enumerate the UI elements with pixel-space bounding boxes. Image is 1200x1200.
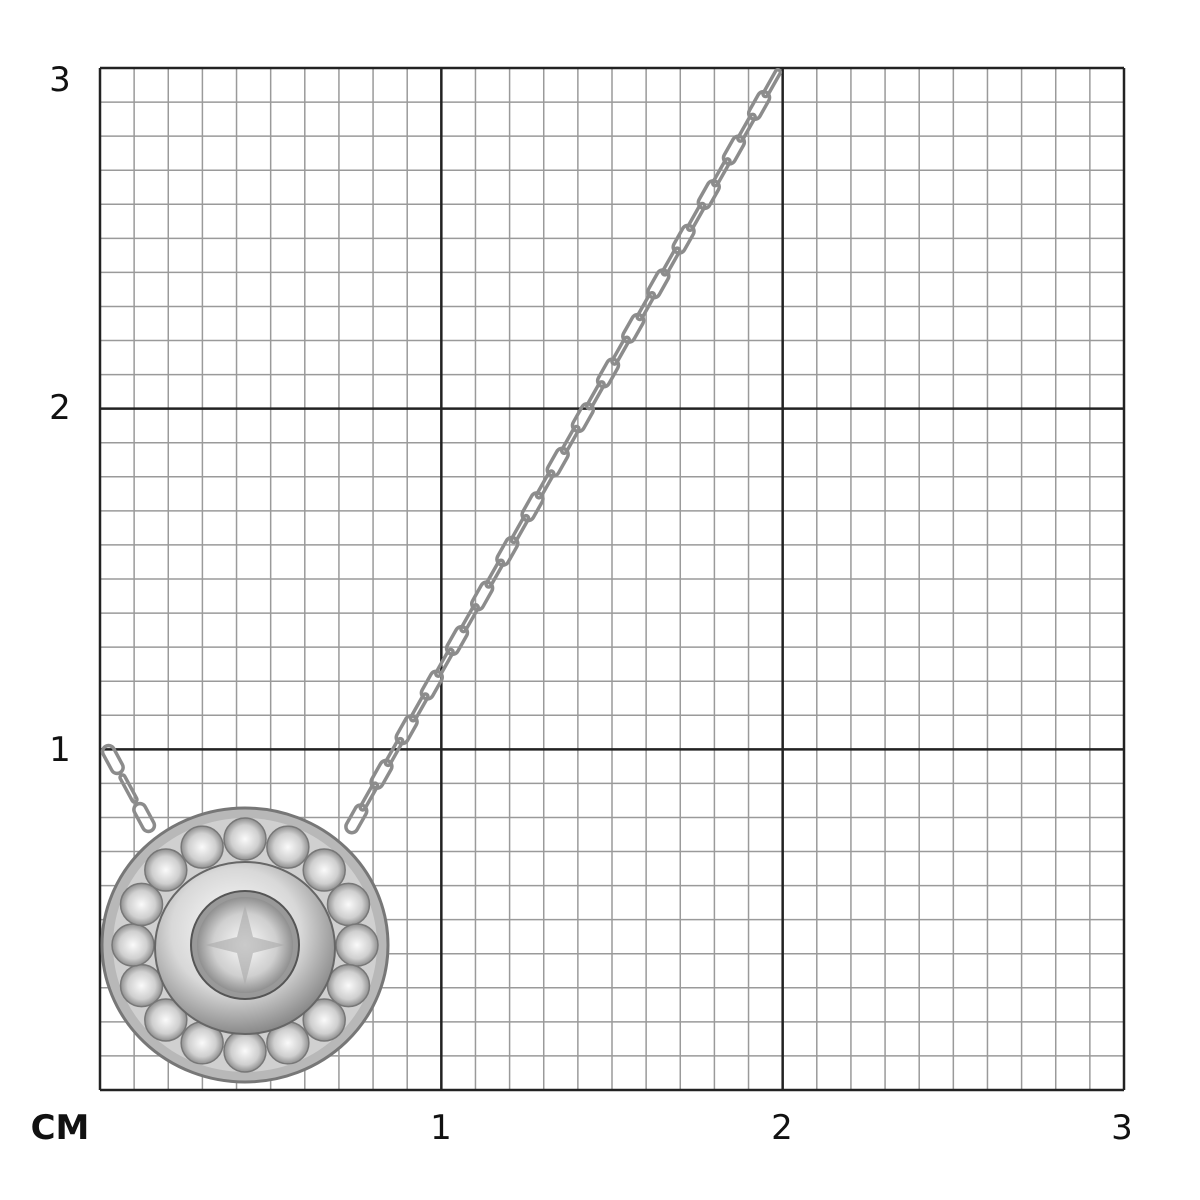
halo-diamond xyxy=(111,923,155,967)
chain-link xyxy=(696,179,721,211)
chain-link xyxy=(408,692,430,723)
chain-link xyxy=(660,246,682,277)
chain-link xyxy=(434,647,455,678)
x-tick-1: 1 xyxy=(430,1108,452,1148)
chain-link xyxy=(369,758,394,790)
chain-link xyxy=(761,68,783,99)
chain-link xyxy=(132,801,157,834)
necklace-chain xyxy=(100,68,783,835)
chain-link xyxy=(444,624,470,657)
chain-link xyxy=(118,773,139,804)
chain-link xyxy=(470,580,495,612)
chain-link xyxy=(419,669,444,701)
halo-diamond xyxy=(223,1029,267,1073)
halo-diamond xyxy=(302,848,346,892)
y-tick-1: 1 xyxy=(49,730,71,770)
chain-link xyxy=(509,513,531,545)
chain-link xyxy=(484,558,506,589)
chain-link xyxy=(710,157,732,188)
halo-diamond xyxy=(119,882,164,927)
halo-diamond xyxy=(326,963,371,1008)
y-tick-3: 3 xyxy=(49,60,71,100)
chain-link xyxy=(495,535,520,567)
chain-link xyxy=(621,312,646,344)
chain-link xyxy=(534,469,556,500)
chain-link xyxy=(721,134,747,166)
chain-link xyxy=(520,491,545,523)
chain-link xyxy=(635,290,657,322)
halo-diamond xyxy=(119,963,164,1008)
chain-link xyxy=(570,401,596,434)
chain-link xyxy=(394,714,419,746)
halo-diamond xyxy=(266,825,310,869)
chain-link xyxy=(383,736,405,768)
pendant xyxy=(100,806,390,1084)
halo-diamond xyxy=(335,923,379,967)
major-grid-lines xyxy=(98,66,1126,1092)
halo-diamond xyxy=(144,848,188,892)
chain-link xyxy=(685,201,707,233)
chain-link xyxy=(545,446,570,478)
chain-link xyxy=(746,89,772,122)
halo-diamond xyxy=(302,998,346,1042)
chain-link xyxy=(646,268,671,300)
halo-diamond xyxy=(223,817,267,861)
unit-label: CM xyxy=(30,1108,90,1148)
halo-diamond xyxy=(144,998,188,1042)
y-tick-2: 2 xyxy=(49,388,71,428)
halo-diamond xyxy=(326,882,371,927)
chain-link xyxy=(358,781,380,812)
chain-link xyxy=(610,335,632,366)
x-tick-3: 3 xyxy=(1111,1108,1133,1148)
chain-link xyxy=(585,380,606,411)
chain-link xyxy=(344,803,369,835)
halo-stones xyxy=(111,817,379,1073)
chain-link xyxy=(100,743,125,776)
x-tick-2: 2 xyxy=(771,1108,793,1148)
chain-link xyxy=(736,112,757,143)
chain-link xyxy=(595,357,621,389)
chain-link xyxy=(559,424,581,455)
chain-link xyxy=(671,223,696,255)
halo-diamond xyxy=(180,825,224,869)
chain-link xyxy=(459,603,480,634)
